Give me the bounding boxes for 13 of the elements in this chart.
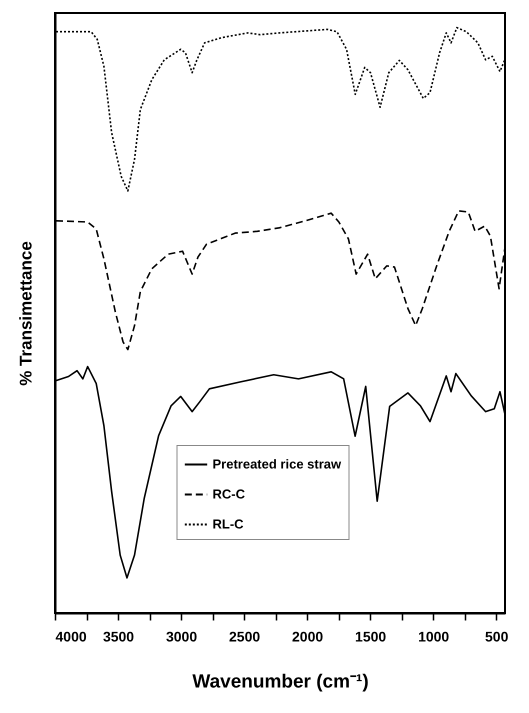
x-tick-label: 3000 [166, 628, 198, 644]
legend-label: RC-C [212, 486, 246, 502]
y-axis-title: % Transimettance [16, 241, 36, 386]
legend-label: RL-C [212, 516, 244, 532]
x-tick-label: 1000 [418, 628, 450, 644]
x-tick-label: 2500 [229, 628, 260, 644]
x-tick-label: 2000 [292, 628, 324, 644]
x-tick-label: 3500 [102, 628, 134, 644]
legend-label: Pretreated rice straw [212, 456, 342, 472]
x-tick-label: 500 [484, 628, 509, 644]
x-tick-label: 1500 [355, 628, 386, 644]
x-axis-title: Wavenumber (cm⁻¹) [192, 672, 369, 692]
x-tick-label: 4000 [56, 628, 87, 644]
